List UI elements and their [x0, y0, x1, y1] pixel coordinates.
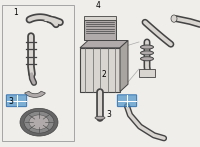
Bar	[80, 48, 120, 92]
Ellipse shape	[140, 51, 154, 55]
Ellipse shape	[140, 45, 154, 49]
Text: 4: 4	[96, 1, 100, 10]
Bar	[84, 20, 116, 40]
Text: 1: 1	[14, 8, 18, 17]
Text: 3: 3	[9, 97, 13, 106]
Bar	[84, 16, 116, 20]
Circle shape	[24, 111, 54, 133]
Text: 2: 2	[102, 70, 106, 78]
Bar	[2, 5, 74, 141]
Polygon shape	[80, 40, 128, 48]
Ellipse shape	[140, 57, 154, 61]
Polygon shape	[120, 40, 128, 92]
FancyBboxPatch shape	[6, 95, 27, 107]
Ellipse shape	[44, 17, 54, 22]
FancyBboxPatch shape	[117, 95, 137, 107]
Wedge shape	[25, 91, 45, 97]
Text: 3: 3	[107, 110, 111, 119]
Ellipse shape	[171, 15, 177, 22]
Circle shape	[20, 108, 58, 136]
Ellipse shape	[95, 116, 105, 119]
Circle shape	[29, 115, 49, 130]
Bar	[139, 69, 155, 77]
